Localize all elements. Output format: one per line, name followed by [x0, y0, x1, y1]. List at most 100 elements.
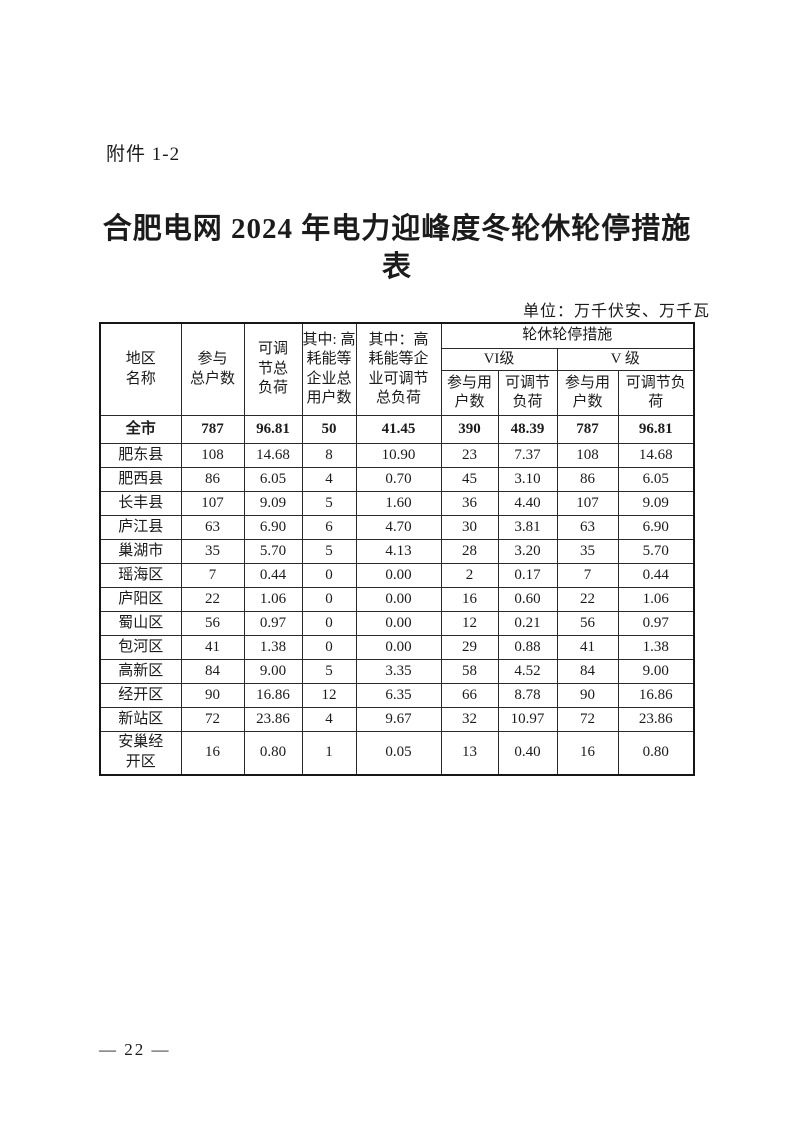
value-cell: 3.10	[497, 467, 558, 492]
value-cell: 5	[301, 539, 357, 564]
value-cell: 4.70	[355, 515, 442, 540]
value-cell: 41	[180, 635, 245, 660]
value-cell: 1.38	[243, 635, 303, 660]
value-cell: 4.52	[497, 659, 558, 684]
table-row: 肥东县 108 14.68 8 10.90 23 7.37 108 14.68	[99, 443, 695, 468]
table-row: 全市 787 96.81 50 41.45 390 48.39 787 96.81	[99, 415, 695, 444]
value-cell: 3.81	[497, 515, 558, 540]
table-body: 全市 787 96.81 50 41.45 390 48.39 787 96.81 肥东县 108 1…	[99, 415, 695, 775]
value-cell: 9.00	[617, 659, 695, 684]
value-cell: 0	[301, 635, 357, 660]
value-cell: 41.45	[355, 415, 442, 444]
value-cell: 13	[440, 731, 499, 775]
value-cell: 16	[440, 587, 499, 612]
header-v-load: 可调节负 荷	[617, 370, 695, 416]
value-cell: 29	[440, 635, 499, 660]
value-cell: 0.21	[497, 611, 558, 636]
value-cell: 63	[556, 515, 619, 540]
page-title: 合肥电网 2024 年电力迎峰度冬轮休轮停措施 表	[0, 210, 794, 286]
value-cell: 28	[440, 539, 499, 564]
page-title-line-2: 表	[381, 251, 412, 283]
value-cell: 0.80	[617, 731, 695, 775]
value-cell: 0.80	[243, 731, 303, 775]
value-cell: 107	[556, 491, 619, 516]
value-cell: 0.44	[617, 563, 695, 588]
value-cell: 56	[180, 611, 245, 636]
table-row: 新站区 72 23.86 4 9.67 32 10.97 72 23.86	[99, 707, 695, 732]
value-cell: 1.06	[617, 587, 695, 612]
region-cell: 包河区	[99, 635, 182, 660]
value-cell: 6.90	[617, 515, 695, 540]
value-cell: 90	[556, 683, 619, 708]
value-cell: 84	[180, 659, 245, 684]
value-cell: 7	[180, 563, 245, 588]
value-cell: 58	[440, 659, 499, 684]
value-cell: 10.90	[355, 443, 442, 468]
value-cell: 16	[556, 731, 619, 775]
value-cell: 72	[180, 707, 245, 732]
value-cell: 23	[440, 443, 499, 468]
value-cell: 90	[180, 683, 245, 708]
value-cell: 35	[556, 539, 619, 564]
value-cell: 10.97	[497, 707, 558, 732]
value-cell: 4	[301, 467, 357, 492]
value-cell: 9.00	[243, 659, 303, 684]
value-cell: 6	[301, 515, 357, 540]
value-cell: 4.40	[497, 491, 558, 516]
value-cell: 4.13	[355, 539, 442, 564]
table-row: 蜀山区 56 0.97 0 0.00 12 0.21 56 0.97	[99, 611, 695, 636]
value-cell: 48.39	[497, 415, 558, 444]
value-cell: 8	[301, 443, 357, 468]
value-cell: 6.05	[243, 467, 303, 492]
region-cell: 肥东县	[99, 443, 182, 468]
region-cell: 长丰县	[99, 491, 182, 516]
value-cell: 6.05	[617, 467, 695, 492]
value-cell: 3.20	[497, 539, 558, 564]
value-cell: 0.00	[355, 611, 442, 636]
table-row: 瑶海区 7 0.44 0 0.00 2 0.17 7 0.44	[99, 563, 695, 588]
value-cell: 0.17	[497, 563, 558, 588]
value-cell: 6.90	[243, 515, 303, 540]
value-cell: 23.86	[243, 707, 303, 732]
header-v-users: 参与用 户数	[556, 370, 619, 416]
header-high-energy-adjustable-load: 其中：高 耗能等企 业可调节 总负荷	[355, 322, 442, 416]
header-participating-total-users: 参与 总户数	[180, 322, 245, 416]
value-cell: 0	[301, 611, 357, 636]
header-level-vi: VI级	[440, 347, 558, 371]
value-cell: 32	[440, 707, 499, 732]
value-cell: 9.09	[243, 491, 303, 516]
measures-table: 地区 名称 参与 总户数 可调 节总 负荷 其中: 高 耗能等 企业总 用户数 …	[99, 322, 696, 776]
value-cell: 0.40	[497, 731, 558, 775]
value-cell: 5.70	[243, 539, 303, 564]
header-measures-group: 轮休轮停措施	[440, 322, 695, 349]
page-number: — 22 —	[99, 1040, 171, 1059]
value-cell: 41	[556, 635, 619, 660]
value-cell: 0.88	[497, 635, 558, 660]
table-row: 安巢经 开区 16 0.80 1 0.05 13 0.40 16 0.80	[99, 731, 695, 775]
table-row: 长丰县 107 9.09 5 1.60 36 4.40 107 9.09	[99, 491, 695, 516]
value-cell: 5	[301, 659, 357, 684]
value-cell: 108	[556, 443, 619, 468]
region-cell: 经开区	[99, 683, 182, 708]
header-vi-users: 参与用 户数	[440, 370, 499, 416]
value-cell: 2	[440, 563, 499, 588]
attachment-label: 附件 1-2	[106, 144, 181, 165]
value-cell: 1	[301, 731, 357, 775]
value-cell: 12	[301, 683, 357, 708]
value-cell: 72	[556, 707, 619, 732]
region-cell: 蜀山区	[99, 611, 182, 636]
region-cell: 巢湖市	[99, 539, 182, 564]
header-adjustable-total-load: 可调 节总 负荷	[243, 322, 303, 416]
value-cell: 8.78	[497, 683, 558, 708]
value-cell: 66	[440, 683, 499, 708]
region-cell: 新站区	[99, 707, 182, 732]
value-cell: 1.60	[355, 491, 442, 516]
table-row: 包河区 41 1.38 0 0.00 29 0.88 41 1.38	[99, 635, 695, 660]
table-row: 高新区 84 9.00 5 3.35 58 4.52 84 9.00	[99, 659, 695, 684]
value-cell: 22	[556, 587, 619, 612]
value-cell: 9.09	[617, 491, 695, 516]
value-cell: 1.06	[243, 587, 303, 612]
header-vi-load: 可调节 负荷	[497, 370, 558, 416]
value-cell: 0.60	[497, 587, 558, 612]
value-cell: 45	[440, 467, 499, 492]
